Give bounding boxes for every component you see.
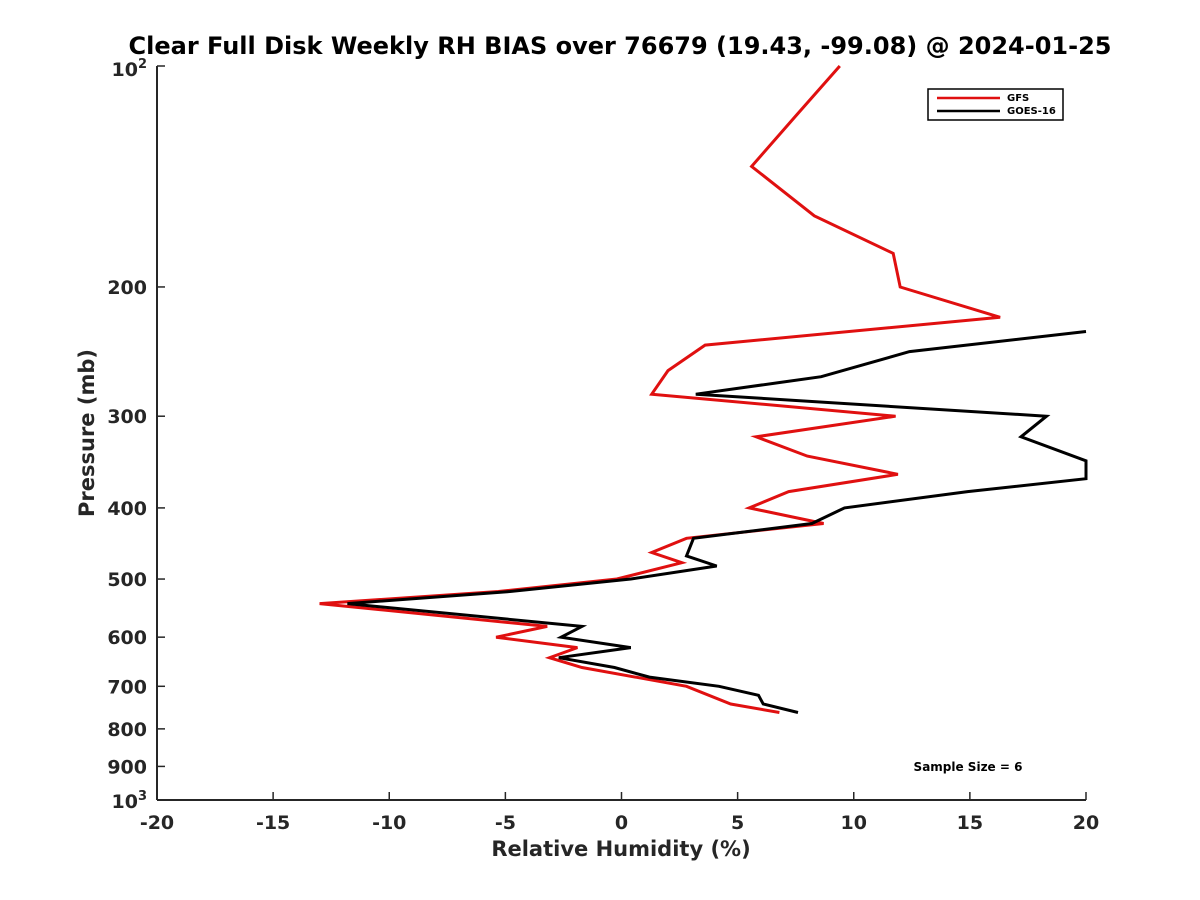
y-tick-label: 300 (107, 406, 147, 428)
x-axis-title: Relative Humidity (%) (491, 837, 750, 861)
x-tick-label: 10 (841, 812, 867, 834)
y-tick-label: 500 (107, 569, 147, 591)
x-tick-label: 15 (957, 812, 983, 834)
x-tick-label: -10 (372, 812, 406, 834)
x-tick-label: -15 (256, 812, 290, 834)
x-tick-label: 20 (1073, 812, 1099, 834)
y-axis-title: Pressure (mb) (75, 349, 99, 517)
y-tick-label: 700 (107, 676, 147, 698)
series-line-goes-16 (347, 330, 1088, 714)
y-tick-label: 600 (107, 627, 147, 649)
legend-box (927, 88, 1064, 121)
legend: GFS GOES-16 (927, 88, 1064, 121)
y-tick-label-bottom: 103 (112, 789, 148, 813)
legend-label-gfs: GFS (1007, 93, 1029, 104)
legend-label-goes16: GOES-16 (1007, 106, 1056, 117)
series-layer (319, 65, 1088, 714)
y-tick-layer: 200 300 400 500 600 700 800 900 (107, 65, 165, 801)
x-tick-label: -5 (495, 812, 516, 834)
y-tick-label: 800 (107, 719, 147, 741)
y-tick-label-top: 102 (112, 57, 148, 81)
x-tick-label: 5 (731, 812, 744, 834)
y-tick-label: 400 (107, 498, 147, 520)
x-tick-label: 0 (615, 812, 628, 834)
y-tick-label: 900 (107, 756, 147, 778)
y-tick-label: 200 (107, 277, 147, 299)
chart-title: Clear Full Disk Weekly RH BIAS over 7667… (129, 32, 1112, 60)
x-tick-label: -20 (140, 812, 174, 834)
x-tick-layer: -20 -15 -10 -5 0 5 10 15 20 (140, 792, 1099, 834)
series-line-gfs (319, 65, 1001, 714)
sample-size-annotation: Sample Size = 6 (914, 760, 1023, 774)
